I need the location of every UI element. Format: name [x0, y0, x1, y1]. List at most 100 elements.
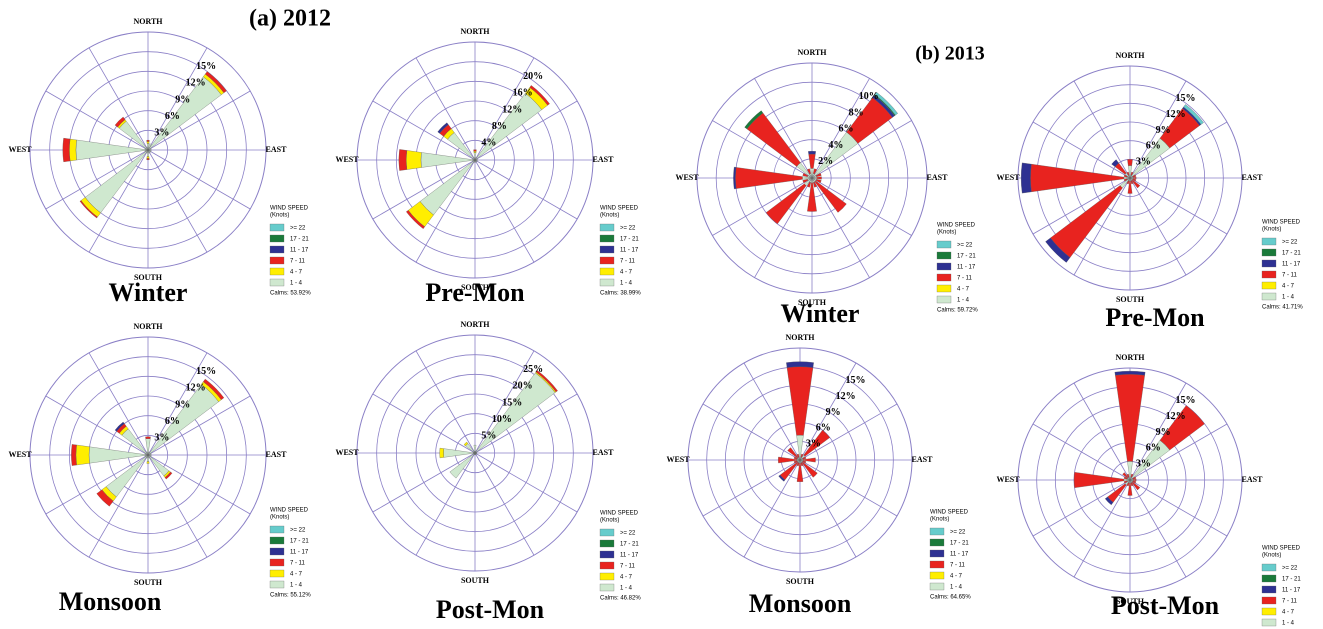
wedge-segment — [79, 200, 98, 219]
season-title: Winter — [109, 278, 188, 307]
wedge-segment — [473, 450, 476, 454]
legend-swatch — [269, 569, 285, 578]
wedge-segment — [1130, 171, 1134, 176]
wedge-segment — [146, 156, 150, 159]
wedge-segment — [808, 151, 816, 155]
wedge-segment — [815, 179, 822, 184]
ring-label: 15% — [502, 397, 522, 408]
wedge-segment — [874, 92, 898, 116]
legend-label: >= 22 — [290, 226, 306, 232]
ring-label: 9% — [175, 94, 190, 105]
wedge-segment — [1132, 480, 1137, 484]
wedge-segment — [1127, 159, 1133, 166]
wedge-segment — [802, 179, 809, 184]
wedge-segment — [474, 452, 477, 456]
wedge-segment — [800, 462, 804, 467]
calms-label: Calms: 46.82% — [600, 596, 641, 602]
legend-label: 11 - 17 — [950, 552, 969, 558]
legend-label: 4 - 7 — [950, 574, 963, 580]
direction-label: SOUTH — [461, 283, 490, 292]
wedge-segment — [1131, 179, 1141, 189]
wedge-segment — [778, 456, 798, 464]
calms-label: Calms: 41.71% — [1262, 305, 1303, 311]
legend-swatch — [1261, 563, 1277, 572]
wedge-segment — [463, 441, 469, 447]
ring-label: 12% — [1166, 109, 1186, 120]
legend-label: 17 - 21 — [290, 237, 309, 243]
ring-label: 9% — [1156, 125, 1171, 136]
wedge-segment — [474, 159, 477, 163]
legend-label: 1 - 4 — [620, 281, 633, 287]
legend-swatch — [599, 561, 615, 570]
wedge-segment — [787, 447, 799, 459]
legend-swatch — [599, 572, 615, 581]
direction-label: NORTH — [133, 322, 163, 331]
legend-label: 4 - 7 — [1282, 610, 1295, 616]
legend-swatch — [1261, 596, 1277, 605]
grid-ring — [49, 356, 247, 554]
direction-label: SOUTH — [786, 577, 815, 586]
legend-swatch — [929, 527, 945, 536]
legend-swatch — [599, 223, 615, 232]
wedge-segment — [1131, 481, 1141, 491]
legend-swatch — [599, 550, 615, 559]
wedge-segment — [1130, 473, 1134, 478]
legend-swatch — [1261, 618, 1277, 627]
legend-label: 4 - 7 — [1282, 284, 1295, 290]
legend-label: 7 - 11 — [620, 564, 636, 570]
legend-swatch — [929, 549, 945, 558]
direction-label: SOUTH — [134, 578, 163, 587]
legend-unit: (Knots) — [930, 517, 949, 523]
ring-label: 3% — [1136, 156, 1151, 167]
season-title: Pre-Mon — [1105, 303, 1205, 332]
direction-label: WEST — [996, 173, 1020, 182]
wedge-segment — [813, 181, 818, 188]
wedge-segment — [803, 429, 831, 457]
legend-swatch — [269, 558, 285, 567]
legend-swatch — [1261, 607, 1277, 616]
wedge-segment — [1122, 472, 1129, 479]
legend-label: 11 - 17 — [957, 265, 976, 271]
wedge-segment — [474, 452, 476, 456]
wedge-segment — [806, 168, 811, 175]
wedge-segment — [474, 159, 476, 163]
direction-label: EAST — [912, 455, 934, 464]
direction-label: EAST — [1242, 173, 1264, 182]
wedge-segment — [147, 454, 152, 456]
ring-label: 25% — [523, 364, 543, 375]
legend-swatch — [936, 295, 952, 304]
wedge-segment — [815, 172, 822, 177]
season-title: Monsoon — [749, 589, 852, 618]
direction-label: NORTH — [785, 333, 815, 342]
wedge-segment — [1132, 176, 1137, 180]
direction-label: WEST — [335, 448, 359, 457]
legend-title: WIND SPEED — [937, 223, 976, 229]
ring-label: 4% — [828, 140, 843, 151]
grid-ring — [376, 354, 574, 552]
grid-ring — [376, 61, 574, 259]
wedge-segment — [146, 140, 150, 142]
ring-label: 6% — [165, 111, 180, 122]
legend-label: 11 - 17 — [620, 248, 639, 254]
ring-label: 12% — [502, 104, 522, 115]
wedge-segment — [778, 474, 786, 482]
wedge-segment — [1123, 476, 1128, 480]
wedge-segment — [800, 453, 804, 458]
legend-title: WIND SPEED — [270, 206, 309, 212]
wedge-segment — [474, 451, 478, 454]
wedge-segment — [204, 71, 227, 94]
direction-label: NORTH — [1115, 51, 1145, 60]
wedge-segment — [802, 456, 807, 460]
legend-unit: (Knots) — [270, 213, 289, 219]
legend-swatch — [936, 273, 952, 282]
legend-label: 17 - 21 — [1282, 251, 1301, 257]
ring-label: 6% — [165, 416, 180, 427]
panel-label: (b) 2013 — [915, 43, 984, 65]
wedge-segment — [733, 166, 737, 190]
wedge-segment — [1130, 180, 1134, 185]
wedge-segment — [439, 447, 445, 459]
direction-label: NORTH — [460, 320, 490, 329]
legend-swatch — [599, 256, 615, 265]
ring-label: 3% — [1136, 458, 1151, 469]
legend-swatch — [269, 547, 285, 556]
